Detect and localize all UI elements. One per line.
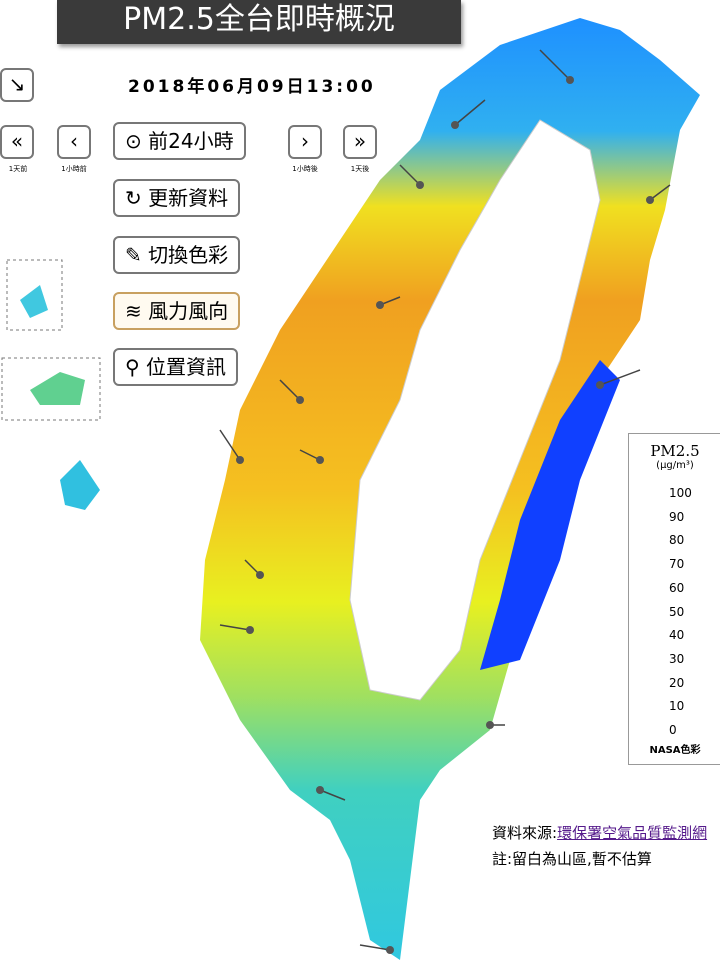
button[interactable]: ≋ 風力風向 bbox=[113, 292, 241, 330]
button[interactable]: ↻ 更新資料 bbox=[113, 179, 241, 217]
button[interactable]: ⊙ 前24小時 bbox=[113, 122, 246, 160]
wind-arrows bbox=[219, 49, 671, 951]
stations bbox=[236, 76, 654, 954]
legend-tick: 100 bbox=[669, 486, 692, 500]
button[interactable]: ⚲ 位置資訊 bbox=[113, 348, 239, 386]
legend-tick: 0 bbox=[669, 723, 677, 737]
island bbox=[60, 460, 100, 510]
legend-tick: 30 bbox=[669, 651, 685, 666]
label: 1小時前 bbox=[61, 165, 87, 173]
back-day-button[interactable]: « bbox=[0, 125, 34, 159]
collapse-button[interactable]: ↘ bbox=[0, 68, 34, 102]
note: 註:留白為山區,暫不估算 bbox=[492, 850, 652, 868]
label: 1小時後 bbox=[292, 165, 318, 173]
button-label: 更新資料 bbox=[148, 186, 229, 210]
mountain-area bbox=[349, 119, 601, 701]
source-link[interactable]: 環保署空氣品質監測網 bbox=[557, 824, 708, 842]
legend-tick: 10 bbox=[669, 699, 685, 714]
east-coast bbox=[480, 360, 620, 670]
back-hour-button[interactable]: ‹ bbox=[57, 125, 91, 159]
forward-hour-button[interactable]: › bbox=[288, 125, 322, 159]
legend-tick: 50 bbox=[669, 604, 685, 619]
legend-tick: 40 bbox=[669, 628, 685, 643]
legend-footer: NASA色彩 bbox=[649, 745, 701, 756]
footer: 資料來源:環保署空氣品質監測網 註:留白為山區,暫不估算 bbox=[492, 820, 720, 872]
legend-tick: 70 bbox=[669, 557, 685, 572]
forward-day-button[interactable]: » bbox=[343, 125, 377, 159]
legend-tick: 60 bbox=[669, 580, 685, 595]
source: 資料來源:環保署空氣品質監測網 bbox=[492, 820, 720, 846]
timestamp: 2018年06月09日13:00 bbox=[128, 77, 376, 97]
island-box bbox=[6, 259, 63, 331]
island bbox=[30, 372, 85, 405]
label: 1天後 bbox=[350, 165, 370, 173]
button-label: 風力風向 bbox=[148, 299, 229, 323]
legend-tick: 80 bbox=[669, 533, 685, 548]
title: PM2.5全台即時概況 bbox=[57, 0, 461, 44]
legend: PM2.5 (μg/m³) 100 90 80 70 60 50 40 30 20 10 0 NAS… bbox=[628, 433, 720, 765]
button-label: 位置資訊 bbox=[146, 355, 227, 379]
legend-title: PM2.5 bbox=[650, 442, 700, 460]
legend-tick: 90 bbox=[669, 509, 685, 524]
legend-unit: (μg/m³) bbox=[656, 460, 694, 471]
source-label: 資料來源: bbox=[492, 824, 558, 842]
island bbox=[20, 285, 48, 318]
button-label: 切換色彩 bbox=[148, 243, 229, 267]
label: 1天前 bbox=[8, 165, 28, 173]
button[interactable]: ✎ 切換色彩 bbox=[113, 236, 241, 274]
island-box bbox=[1, 357, 101, 421]
button-label: 前24小時 bbox=[148, 129, 234, 153]
legend-tick: 20 bbox=[669, 675, 685, 690]
